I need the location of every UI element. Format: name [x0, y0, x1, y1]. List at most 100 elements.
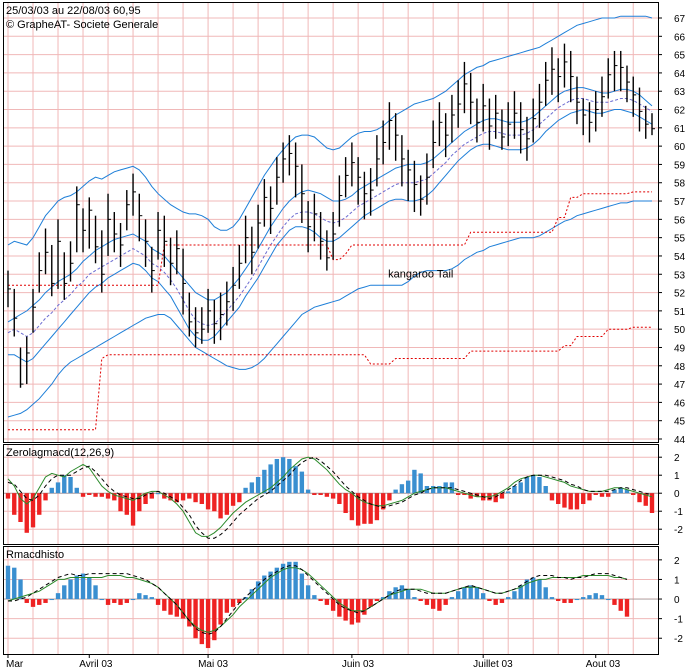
ohlc-bar — [263, 179, 268, 227]
histogram-bar — [543, 486, 548, 494]
histogram-bar — [43, 493, 48, 501]
histogram-bar — [462, 493, 467, 495]
histogram-bar — [468, 493, 473, 499]
histogram-bar — [556, 599, 561, 601]
histogram-bar — [443, 599, 448, 605]
price-y-tick-label: 49 — [674, 343, 686, 354]
histogram-bar — [193, 493, 198, 503]
histogram-bar — [224, 599, 230, 613]
ohlc-bar — [326, 230, 330, 271]
ohlc-bar — [457, 80, 462, 128]
x-tick-label: Juin 03 — [342, 659, 375, 669]
histogram-bar — [249, 589, 255, 600]
histogram-bar — [12, 493, 17, 515]
histogram-bar — [330, 599, 336, 611]
histogram-bar — [599, 493, 605, 497]
histogram-bar — [537, 477, 542, 494]
histogram-bar — [143, 595, 148, 600]
histogram-bar — [237, 493, 242, 503]
price-y-tick-label: 59 — [674, 160, 686, 171]
histogram-bar — [430, 486, 436, 494]
histogram-bar — [568, 599, 573, 603]
histogram-bar — [43, 599, 48, 603]
histogram-bar — [556, 493, 561, 504]
histogram-bar — [24, 493, 29, 533]
ohlc-bar — [488, 98, 493, 150]
ohlc-bar — [282, 142, 287, 183]
histogram-bar — [243, 597, 248, 600]
histogram-bar — [349, 599, 355, 625]
ohlc-bar — [463, 61, 468, 114]
histogram-bar — [37, 493, 42, 515]
histogram-bar — [5, 493, 11, 499]
macd-plot — [4, 456, 658, 539]
ohlc-bar — [82, 208, 87, 253]
hist-y-tick-label: -2 — [674, 634, 683, 645]
ohlc-bar — [157, 212, 162, 260]
histogram-bar — [149, 597, 154, 600]
histogram-bar — [581, 597, 586, 600]
ohlc-bar — [407, 149, 412, 202]
histogram-bar — [574, 599, 580, 601]
histogram-bar — [543, 587, 548, 600]
ohlc-bar — [363, 171, 368, 220]
ohlc-bar — [338, 175, 343, 227]
ohlc-bar — [376, 135, 380, 187]
ohlc-bar — [182, 248, 187, 315]
histogram-bar — [593, 493, 598, 495]
ohlc-bar — [451, 94, 455, 143]
histogram-bar — [643, 493, 648, 506]
ohlc-bar — [76, 186, 80, 253]
histogram-bar — [380, 597, 386, 600]
price-y-tick-label: 67 — [674, 14, 686, 25]
histogram-bar — [268, 464, 273, 494]
histogram-bar — [205, 493, 211, 510]
ohlc-bar — [588, 102, 593, 143]
histogram-bar — [30, 493, 36, 528]
ohlc-bar — [126, 190, 130, 231]
histogram-bar — [299, 573, 305, 600]
ohlc-bar — [69, 241, 74, 282]
ohlc-bar — [119, 223, 124, 267]
histogram-bar — [474, 587, 480, 600]
histogram-bar — [524, 477, 530, 494]
ohlc-bar — [357, 157, 362, 205]
ohlc-bar — [94, 215, 99, 264]
histogram-bar — [480, 593, 486, 600]
histogram-bar — [581, 493, 586, 504]
histogram-bar — [312, 595, 317, 600]
ohlc-bar — [638, 87, 643, 132]
price-y-tick-label: 46 — [674, 398, 686, 409]
ohlc-bar — [7, 270, 11, 308]
ohlc-bar — [213, 299, 218, 344]
ohlc-bar — [582, 98, 587, 136]
histogram-bar — [55, 482, 61, 494]
histogram-bar — [143, 493, 148, 504]
histogram-bar — [68, 477, 73, 494]
histogram-bar — [593, 593, 598, 600]
ohlc-bar — [88, 197, 93, 249]
histogram-bar — [293, 561, 298, 600]
price-y-tick-label: 44 — [674, 435, 686, 446]
ohlc-bar — [63, 252, 68, 300]
ohlc-bar — [138, 193, 143, 242]
histogram-bar — [637, 493, 642, 503]
histogram-bar — [324, 493, 330, 497]
price-y-tick-label: 45 — [674, 417, 686, 428]
histogram-bar — [80, 573, 86, 600]
moving-average-line — [7, 98, 653, 338]
histogram-bar — [212, 493, 217, 512]
histogram-bar — [137, 593, 142, 600]
ohlc-bar — [232, 266, 237, 311]
histogram-bar — [462, 587, 467, 600]
ohlc-bar — [519, 102, 524, 154]
ohlc-bar — [388, 102, 393, 150]
histogram-bar — [312, 493, 317, 495]
ohlc-bar — [570, 50, 574, 103]
price-panel — [3, 2, 659, 443]
ohlc-bar — [19, 347, 24, 388]
hist-y-tick-label: 2 — [674, 556, 680, 567]
price-y-tick-label: 60 — [674, 142, 686, 153]
ohlc-bar — [507, 102, 512, 147]
histogram-bar — [230, 493, 236, 506]
